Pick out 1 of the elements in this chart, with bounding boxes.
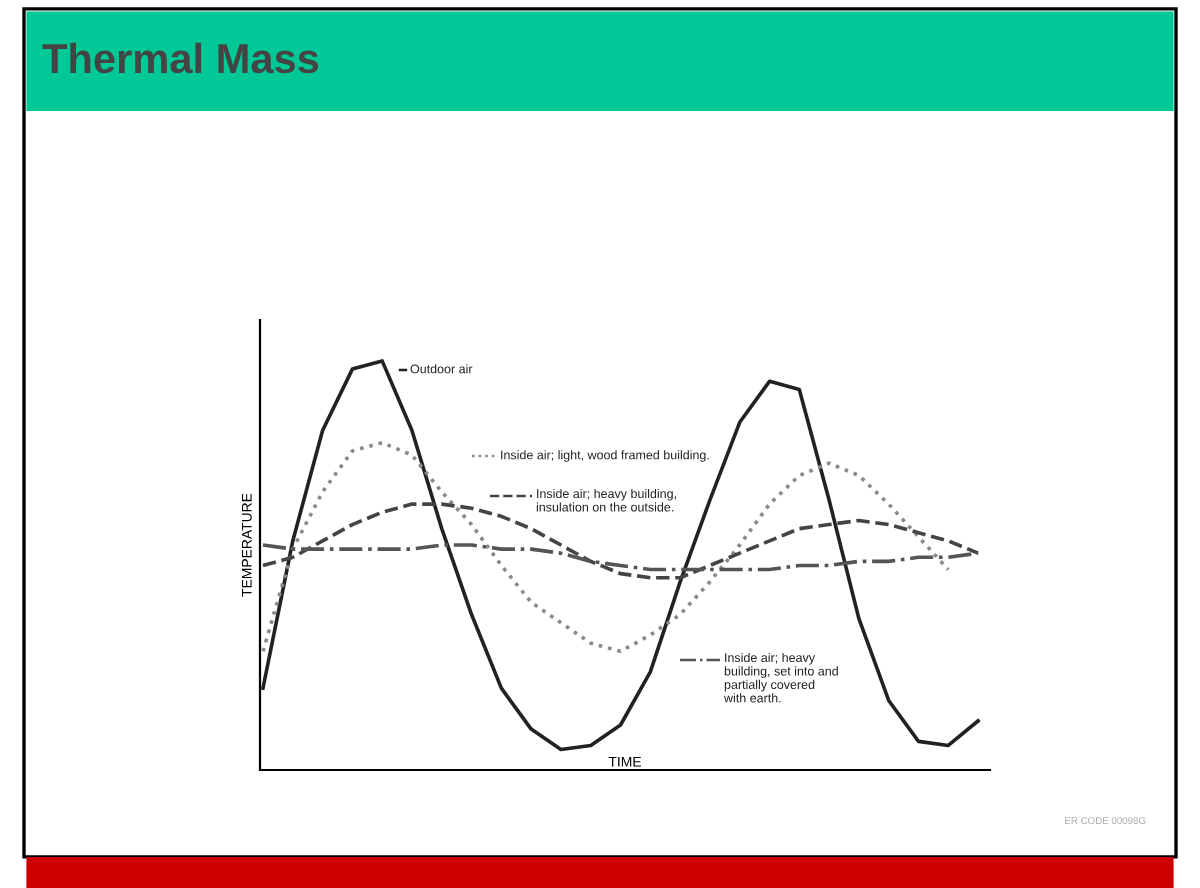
chart-title: Thermal Mass — [42, 42, 319, 74]
